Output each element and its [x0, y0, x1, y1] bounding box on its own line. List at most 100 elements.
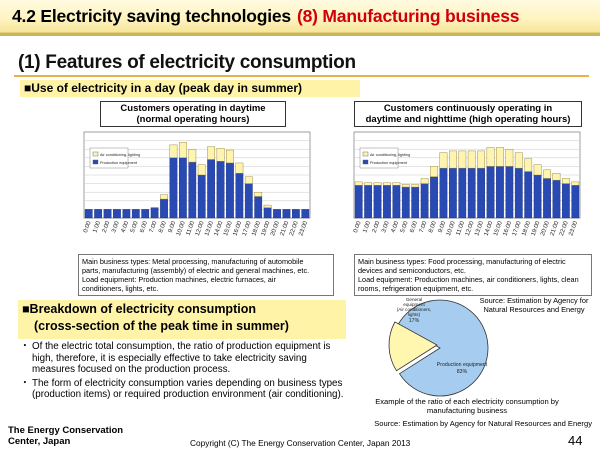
left-chart-tick-label: 8:00	[158, 220, 168, 234]
left-chart-bar-production	[263, 207, 272, 219]
header-subtitle: (8) Manufacturing business	[296, 6, 520, 26]
right-chart-bar-production	[552, 179, 561, 219]
pie-label-production: Production equipment	[437, 362, 488, 368]
right-chart-bar-ac-lighting	[467, 150, 476, 169]
left-chart-bar-production	[235, 173, 244, 219]
right-chart-tick-label: 6:00	[409, 220, 419, 234]
left-chart-legend-label: Air conditioning, lighting	[100, 153, 140, 157]
left-panel-title-line1: Customers operating in daytime	[120, 103, 266, 114]
right-chart-bar-production	[439, 167, 448, 219]
left-chart-bar-production	[188, 161, 197, 219]
left-chart-bar-ac-lighting	[160, 194, 168, 200]
breakdown-paragraph-1: Of the electric total consumption, the r…	[20, 341, 352, 376]
footer-org-line2: Center, Japan	[8, 436, 71, 447]
source-note-2: Source: Estimation by Agency for Natural…	[374, 419, 592, 428]
left-chart-bar-production	[254, 196, 263, 219]
right-chart-bar-ac-lighting	[486, 147, 495, 167]
right-chart-tick-label: 5:00	[400, 220, 410, 234]
left-chart-bar-production	[122, 209, 131, 219]
right-chart-tick-label: 15:00	[493, 220, 504, 237]
right-chart-bar-ac-lighting	[354, 181, 363, 186]
pie-caption-line1: Example of the ratio of each electricity…	[375, 397, 559, 406]
left-chart-tick-label: 7:00	[149, 220, 159, 234]
right-chart-legend-box	[359, 147, 399, 169]
right-panel-title-line1: Customers continuously operating in	[383, 103, 553, 114]
left-chart-legend-box	[89, 147, 129, 169]
right-chart-tick-label: 11:00	[456, 220, 467, 236]
right-chart-tick-label: 8:00	[428, 220, 438, 234]
left-chart-bar-ac-lighting	[179, 142, 187, 158]
right-chart-bar-production	[449, 167, 457, 219]
left-notes-line2: parts, manufacturing (assembly) of elect…	[82, 266, 310, 275]
left-chart-svg: 0:00 1:00 2:00 3:00 4:00 5:00 6:00 7:00 8:00 9:00…	[83, 131, 311, 237]
right-chart-tick-label: 19:00	[531, 220, 542, 237]
right-chart-bar-ac-lighting	[552, 173, 561, 181]
right-chart-bar-production	[383, 185, 391, 219]
use-title: ■Use of electricity in a day (peak day i…	[20, 80, 360, 97]
left-panel-notes: Main business types: Metal processing, m…	[78, 254, 334, 296]
footer-org-line1: The Energy Conservation	[8, 425, 124, 436]
left-chart-bar-production	[141, 209, 150, 219]
left-chart-bar-production	[113, 209, 121, 219]
left-chart-tick-label: 12:00	[195, 220, 206, 237]
left-chart-bar-production	[150, 207, 159, 219]
left-chart-bar-ac-lighting	[216, 148, 225, 162]
pie-chart: Production equipment 83% General equipment(…	[380, 290, 500, 405]
header-title: 4.2 Electricity saving technologies (8) M…	[12, 6, 519, 27]
left-chart-bar-production	[273, 209, 281, 219]
right-chart-bar-ac-lighting	[449, 150, 457, 169]
right-chart-bar-production	[401, 186, 410, 219]
right-chart-bar-production	[571, 185, 580, 219]
right-chart-bar-production	[533, 174, 542, 219]
right-chart-bar-ac-lighting	[420, 178, 429, 184]
left-panel-title-line2: (normal operating hours)	[136, 114, 250, 125]
right-chart-bar-production	[496, 166, 504, 219]
right-chart-bar-ac-lighting	[514, 152, 523, 169]
right-chart-bar-ac-lighting	[543, 169, 551, 179]
right-notes-line3: Load equipment: Production machines, air…	[358, 275, 579, 284]
right-chart-legend-label: Production equipment	[370, 161, 408, 165]
right-chart-tick-label: 22:00	[559, 220, 570, 237]
left-chart-tick-label: 18:00	[251, 220, 262, 237]
left-chart-bar-ac-lighting	[169, 144, 178, 158]
left-chart-bar-ac-lighting	[254, 191, 263, 197]
right-chart-bar-ac-lighting	[496, 147, 504, 167]
left-chart-bar-production	[131, 209, 140, 219]
left-chart-bar-production	[244, 183, 253, 219]
right-chart-bar-ac-lighting	[373, 182, 382, 186]
pie-caption-line2: manufacturing business	[426, 406, 508, 415]
right-chart-tick-label: 10:00	[446, 220, 457, 237]
breakdown-title-line2: (cross-section of the peak time in summe…	[34, 319, 289, 333]
right-chart-tick-label: 12:00	[465, 220, 476, 237]
right-chart-tick-label: 18:00	[521, 220, 532, 237]
right-chart-tick-label: 2:00	[372, 220, 382, 234]
header-divider	[0, 33, 600, 36]
left-notes-line4: conditioners, lights, etc.	[82, 284, 159, 293]
left-chart-bar-production	[160, 198, 168, 219]
pie-caption: Example of the ratio of each electricity…	[362, 397, 572, 415]
right-chart-bar-ac-lighting	[439, 152, 448, 169]
pie-label-general: (Air conditioners,	[397, 307, 431, 312]
footer-copyright: Copyright (C) The Energy Conservation Ce…	[190, 438, 411, 448]
section-title: (1) Features of electricity consumption	[18, 52, 356, 73]
left-chart-tick-label: 14:00	[214, 220, 225, 237]
right-chart-tick-label: 16:00	[502, 220, 513, 237]
right-notes-line2: devices and semiconductors, etc.	[358, 266, 466, 275]
right-panel-title: Customers continuously operating in dayt…	[354, 101, 582, 127]
right-chart-tick-label: 0:00	[353, 220, 363, 234]
left-notes-line3: Load equipment: Production machines, ele…	[82, 275, 276, 284]
left-chart-bar-ac-lighting	[263, 204, 272, 208]
pie-slice-production	[397, 299, 489, 397]
right-chart-legend-label: Air conditioning, lighting	[370, 153, 410, 157]
right-chart-tick-label: 1:00	[362, 220, 372, 234]
right-chart-bar-production	[467, 167, 476, 219]
left-chart-tick-label: 16:00	[232, 220, 243, 237]
right-chart-bar-production	[364, 185, 372, 219]
right-chart-legend-swatch	[362, 159, 369, 165]
header-bar: 4.2 Electricity saving technologies (8) M…	[0, 0, 600, 33]
right-chart-bar-production	[373, 185, 382, 219]
left-chart-tick-label: 19:00	[261, 220, 272, 237]
right-chart-bar-production	[477, 167, 485, 219]
right-chart-bar-production	[420, 183, 429, 219]
left-chart-bar-production	[103, 209, 112, 219]
